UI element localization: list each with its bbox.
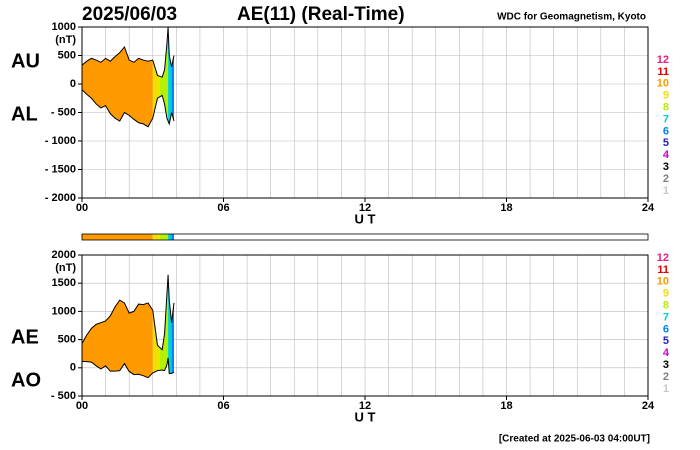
y-tick-label: - 500 [51, 390, 76, 402]
y-tick-label: 500 [58, 49, 76, 61]
legend-label: 11 [657, 264, 669, 276]
legend-label: 1 [663, 185, 669, 197]
series-label: AO [11, 369, 41, 391]
x-tick-label: 06 [217, 202, 229, 214]
x-axis-label: U T [355, 211, 376, 226]
legend-label: 4 [663, 149, 670, 161]
x-axis-label: U T [355, 409, 376, 424]
y-unit: (nT) [55, 34, 76, 46]
band-fill [159, 274, 169, 371]
plot-frame [81, 254, 649, 397]
y-tick-label: 2000 [52, 249, 76, 261]
x-tick-label: 24 [642, 202, 655, 214]
y-tick-label: - 1000 [45, 135, 76, 147]
date: 2025/06/03 [82, 4, 177, 25]
legend-label: 6 [663, 125, 669, 137]
plot-frame [81, 26, 649, 199]
coverage-segment [82, 234, 153, 240]
legend-label: 5 [663, 335, 669, 347]
legend-label: 8 [663, 300, 669, 312]
series-label: AU [11, 50, 40, 72]
legend-label: 12 [657, 252, 669, 264]
band-fill [152, 60, 160, 119]
legend-label: 10 [657, 78, 669, 90]
x-tick-label: 12 [359, 202, 371, 214]
legend-label: 9 [663, 90, 669, 102]
legend-label: 10 [657, 276, 669, 288]
legend-label: 1 [663, 383, 669, 395]
band-fill [171, 55, 174, 122]
y-tick-label: - 1500 [45, 163, 76, 175]
series-line [81, 26, 175, 78]
band-fill [159, 27, 169, 122]
legend-label: 11 [657, 66, 669, 78]
coverage-segment [152, 234, 160, 240]
y-tick-label: 1000 [52, 305, 76, 317]
series-label: AE [11, 326, 39, 348]
legend-label: 7 [663, 113, 669, 125]
band-fill [82, 300, 153, 378]
legend-label: 3 [663, 359, 669, 371]
legend-label: 2 [663, 173, 669, 185]
y-tick-label: - 500 [51, 106, 76, 118]
series-line [81, 89, 175, 128]
series-line [81, 274, 175, 351]
y-tick-label: - 2000 [45, 192, 76, 204]
x-tick-label: 00 [76, 202, 88, 214]
legend-label: 9 [663, 288, 669, 300]
legend-label: 2 [663, 371, 669, 383]
legend-label: 12 [657, 54, 669, 66]
legend-label: 6 [663, 323, 669, 335]
x-tick-label: 18 [500, 400, 512, 412]
coverage-frame [81, 233, 649, 241]
legend-label: 4 [663, 347, 670, 359]
y-tick-label: 0 [70, 78, 76, 90]
legend-label: 7 [663, 311, 669, 323]
coverage-segment [171, 234, 174, 240]
y-unit: (nT) [55, 262, 76, 274]
y-tick-label: 1000 [52, 21, 76, 33]
x-tick-label: 24 [642, 400, 655, 412]
coverage-segment [159, 234, 169, 240]
legend-label: 3 [663, 161, 669, 173]
series-line [81, 357, 175, 379]
y-tick-label: 0 [70, 362, 76, 374]
source: WDC for Geomagnetism, Kyoto [497, 12, 646, 23]
footer-note: [Created at 2025-06-03 04:00UT] [499, 434, 650, 445]
x-tick-label: 12 [359, 400, 371, 412]
chart-title: AE(11) (Real-Time) [237, 4, 405, 25]
y-tick-label: 500 [58, 334, 76, 346]
legend-label: 8 [663, 102, 669, 114]
x-tick-label: 06 [217, 400, 229, 412]
y-tick-label: 1500 [52, 277, 76, 289]
legend-label: 5 [663, 137, 669, 149]
x-tick-label: 18 [500, 202, 512, 214]
x-tick-label: 00 [76, 400, 88, 412]
series-label: AL [11, 103, 38, 125]
coverage-segment [168, 234, 172, 240]
